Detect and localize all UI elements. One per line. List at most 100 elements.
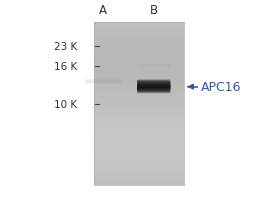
Bar <box>94 107 184 109</box>
Bar <box>94 180 184 182</box>
Bar <box>94 112 184 114</box>
FancyBboxPatch shape <box>137 87 170 88</box>
FancyBboxPatch shape <box>137 90 170 92</box>
FancyBboxPatch shape <box>137 81 170 83</box>
Bar <box>94 153 184 154</box>
FancyBboxPatch shape <box>137 88 170 89</box>
FancyBboxPatch shape <box>137 80 170 81</box>
Bar <box>94 122 184 123</box>
FancyBboxPatch shape <box>137 65 170 66</box>
Bar <box>94 54 184 56</box>
FancyBboxPatch shape <box>137 85 170 86</box>
Bar <box>94 109 184 110</box>
Text: 16 K: 16 K <box>54 62 77 72</box>
Bar <box>94 23 184 185</box>
Bar <box>94 127 184 128</box>
FancyBboxPatch shape <box>137 90 170 91</box>
Bar <box>94 75 184 77</box>
Bar <box>94 43 184 44</box>
Bar <box>94 31 184 33</box>
Bar <box>94 68 184 70</box>
Bar <box>94 130 184 132</box>
FancyBboxPatch shape <box>137 83 170 85</box>
Bar <box>94 140 184 141</box>
Bar <box>94 83 184 85</box>
Bar <box>94 125 184 127</box>
Bar <box>94 128 184 130</box>
Bar <box>94 177 184 178</box>
Bar <box>94 28 184 30</box>
FancyBboxPatch shape <box>137 81 170 82</box>
Bar <box>94 35 184 36</box>
FancyBboxPatch shape <box>137 87 170 88</box>
FancyBboxPatch shape <box>137 86 170 87</box>
Bar <box>94 65 184 67</box>
Bar <box>94 26 184 28</box>
Bar <box>94 88 184 89</box>
FancyBboxPatch shape <box>137 88 170 89</box>
Bar <box>94 120 184 122</box>
Bar <box>94 135 184 136</box>
Bar <box>94 86 184 88</box>
Bar <box>94 172 184 174</box>
Bar <box>94 159 184 161</box>
Bar <box>94 39 184 41</box>
Text: 10 K: 10 K <box>55 99 77 109</box>
Bar <box>94 156 184 157</box>
Bar <box>94 162 184 164</box>
Bar <box>94 132 184 133</box>
Bar <box>94 102 184 104</box>
Bar <box>94 93 184 94</box>
Bar <box>94 164 184 165</box>
FancyBboxPatch shape <box>137 84 170 85</box>
Bar <box>94 91 184 93</box>
FancyBboxPatch shape <box>137 82 170 84</box>
Bar <box>94 41 184 43</box>
Bar <box>94 99 184 101</box>
Bar <box>94 30 184 31</box>
Bar <box>94 110 184 112</box>
FancyBboxPatch shape <box>137 80 170 82</box>
FancyBboxPatch shape <box>137 83 170 85</box>
Bar <box>94 98 184 99</box>
Bar <box>94 106 184 107</box>
Bar <box>94 169 184 170</box>
Bar <box>94 59 184 60</box>
Bar <box>94 60 184 62</box>
Bar <box>94 101 184 102</box>
Bar <box>94 161 184 162</box>
Bar <box>94 70 184 72</box>
Bar <box>94 36 184 38</box>
Bar <box>94 144 184 146</box>
FancyBboxPatch shape <box>137 91 170 93</box>
FancyBboxPatch shape <box>137 86 170 88</box>
Bar <box>94 114 184 115</box>
Bar <box>94 72 184 73</box>
Bar <box>94 73 184 75</box>
FancyBboxPatch shape <box>85 82 121 83</box>
FancyBboxPatch shape <box>137 91 170 92</box>
Bar <box>94 175 184 177</box>
FancyBboxPatch shape <box>137 90 170 92</box>
Bar <box>94 119 184 120</box>
FancyBboxPatch shape <box>137 81 170 82</box>
Bar <box>94 62 184 64</box>
Bar <box>94 178 184 180</box>
Bar <box>94 81 184 83</box>
Bar <box>94 44 184 46</box>
FancyBboxPatch shape <box>137 92 170 93</box>
Bar <box>94 138 184 140</box>
Bar <box>94 151 184 153</box>
Bar <box>94 96 184 98</box>
Bar <box>94 157 184 159</box>
Bar <box>94 23 184 25</box>
Bar <box>94 64 184 65</box>
Bar <box>94 146 184 148</box>
Bar <box>94 117 184 119</box>
FancyBboxPatch shape <box>137 88 170 90</box>
Bar <box>94 77 184 78</box>
FancyBboxPatch shape <box>137 89 170 90</box>
Bar <box>94 56 184 57</box>
FancyBboxPatch shape <box>137 66 170 67</box>
Bar <box>94 170 184 172</box>
